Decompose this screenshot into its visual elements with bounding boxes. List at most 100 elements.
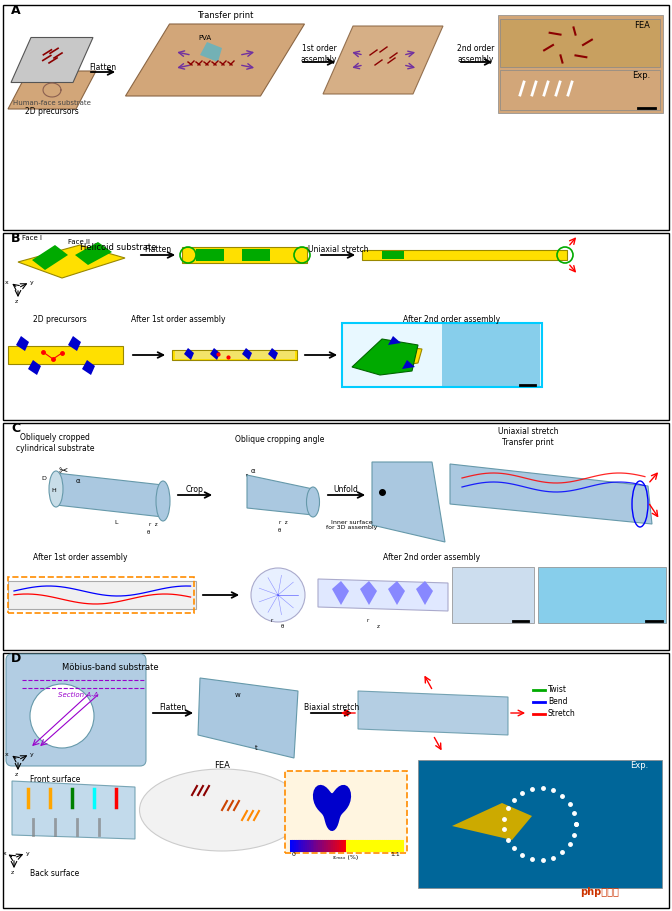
- Text: r: r: [367, 618, 369, 622]
- Polygon shape: [82, 360, 95, 375]
- Text: r  z: r z: [279, 520, 288, 526]
- Text: α: α: [251, 468, 255, 474]
- Text: Face II: Face II: [68, 239, 90, 245]
- Text: x: x: [5, 752, 9, 757]
- Polygon shape: [450, 464, 652, 524]
- Ellipse shape: [306, 487, 319, 517]
- Text: L: L: [114, 520, 118, 526]
- Text: r  z: r z: [149, 523, 157, 527]
- Polygon shape: [75, 242, 112, 265]
- Text: D: D: [42, 476, 46, 482]
- Text: B: B: [11, 232, 21, 245]
- Polygon shape: [200, 42, 222, 62]
- Bar: [196, 249, 224, 261]
- Circle shape: [30, 684, 94, 748]
- Text: php中文网: php中文网: [581, 887, 620, 897]
- Polygon shape: [368, 345, 422, 367]
- Text: PVA: PVA: [198, 35, 212, 41]
- Polygon shape: [268, 348, 278, 360]
- Polygon shape: [198, 678, 298, 758]
- Ellipse shape: [156, 481, 170, 521]
- Text: 2nd order
assembly: 2nd order assembly: [458, 45, 495, 64]
- Text: z: z: [15, 299, 18, 304]
- Polygon shape: [313, 784, 351, 831]
- Text: Helicoid substrate: Helicoid substrate: [80, 242, 157, 251]
- Text: Bend: Bend: [548, 698, 567, 707]
- Polygon shape: [12, 781, 135, 839]
- Polygon shape: [126, 24, 304, 96]
- Text: Crop: Crop: [186, 485, 204, 494]
- Bar: [362, 250, 567, 260]
- Ellipse shape: [140, 769, 304, 851]
- Text: FEA: FEA: [634, 21, 650, 29]
- Text: Flatten: Flatten: [144, 245, 171, 254]
- Text: After 2nd order assembly: After 2nd order assembly: [403, 315, 501, 324]
- FancyBboxPatch shape: [6, 654, 146, 766]
- Text: Flatten: Flatten: [89, 63, 116, 71]
- Text: 2D precursors: 2D precursors: [33, 315, 87, 324]
- Bar: [3, 653, 669, 908]
- Text: Front surface: Front surface: [30, 775, 80, 784]
- Polygon shape: [318, 579, 448, 611]
- Text: Unfold: Unfold: [333, 485, 358, 494]
- Text: x: x: [5, 280, 9, 285]
- Text: Twist: Twist: [548, 685, 567, 694]
- Text: y: y: [30, 280, 34, 285]
- Text: ✂: ✂: [58, 466, 68, 476]
- Bar: [8, 577, 194, 613]
- Text: 1st order
assembly: 1st order assembly: [301, 45, 337, 64]
- Ellipse shape: [49, 471, 63, 507]
- Bar: [500, 19, 660, 67]
- Text: Flatten: Flatten: [159, 702, 187, 711]
- Polygon shape: [242, 348, 252, 360]
- Bar: [3, 233, 669, 420]
- Text: Exp.: Exp.: [632, 70, 650, 79]
- Text: εₘₐₓ (%): εₘₐₓ (%): [333, 855, 359, 861]
- Polygon shape: [332, 581, 349, 605]
- Polygon shape: [402, 360, 415, 369]
- Text: Section A-A: Section A-A: [58, 692, 98, 698]
- Bar: [452, 567, 534, 623]
- Text: 0: 0: [292, 852, 296, 856]
- Text: Uniaxial stretch: Uniaxial stretch: [308, 245, 368, 254]
- Bar: [538, 567, 666, 623]
- Text: 2D precursors: 2D precursors: [25, 107, 79, 116]
- Polygon shape: [68, 336, 81, 351]
- Text: y: y: [30, 752, 34, 757]
- Text: Uniaxial stretch
Transfer print: Uniaxial stretch Transfer print: [498, 427, 558, 446]
- Polygon shape: [18, 245, 125, 278]
- Polygon shape: [56, 473, 163, 517]
- Bar: [382, 251, 404, 259]
- Bar: [3, 5, 669, 230]
- Polygon shape: [452, 803, 532, 840]
- Text: After 1st order assembly: After 1st order assembly: [33, 554, 127, 562]
- Polygon shape: [16, 336, 29, 351]
- Bar: [342, 323, 542, 387]
- Text: Exp.: Exp.: [630, 762, 648, 771]
- Bar: [172, 350, 297, 360]
- Text: Obliquely cropped
cylindrical substrate: Obliquely cropped cylindrical substrate: [15, 434, 94, 453]
- Text: After 2nd order assembly: After 2nd order assembly: [384, 554, 480, 562]
- Text: Face I: Face I: [22, 235, 42, 241]
- Text: z: z: [15, 772, 18, 777]
- Text: t: t: [255, 745, 257, 751]
- Text: Human-face substrate: Human-face substrate: [13, 100, 91, 106]
- Text: 1.1: 1.1: [390, 852, 400, 856]
- Text: θ: θ: [280, 623, 284, 629]
- Text: Transfer print: Transfer print: [197, 11, 253, 19]
- Polygon shape: [32, 245, 68, 270]
- Bar: [442, 323, 540, 387]
- Bar: [342, 323, 542, 387]
- Text: z: z: [376, 623, 380, 629]
- Polygon shape: [372, 462, 445, 542]
- Bar: [182, 247, 307, 263]
- Polygon shape: [247, 475, 313, 515]
- Text: z: z: [11, 870, 14, 875]
- Polygon shape: [352, 339, 418, 375]
- Text: H: H: [52, 488, 56, 494]
- Polygon shape: [323, 26, 443, 94]
- Text: FEA: FEA: [214, 762, 230, 771]
- Polygon shape: [184, 348, 194, 360]
- Text: Inner surface
for 3D assembly: Inner surface for 3D assembly: [327, 519, 378, 530]
- Text: θ: θ: [278, 528, 281, 534]
